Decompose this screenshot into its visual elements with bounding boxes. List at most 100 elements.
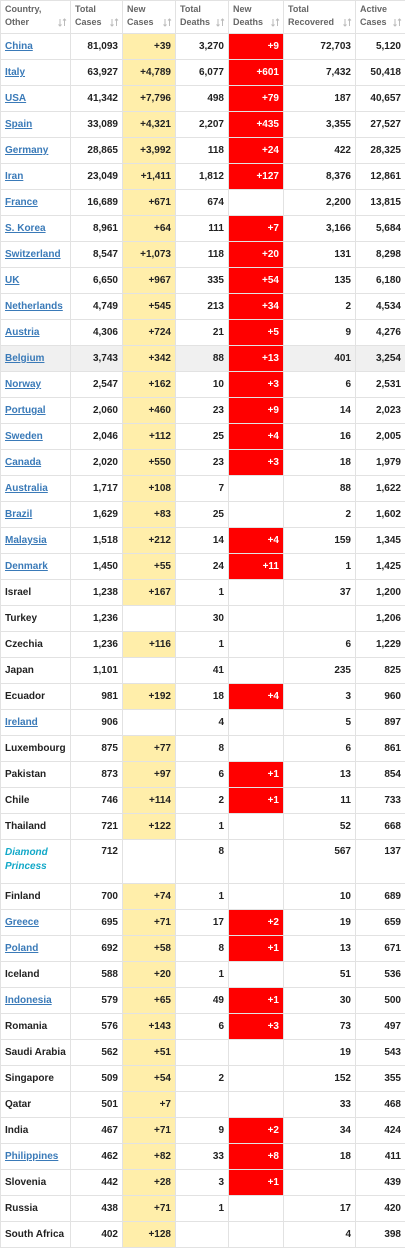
column-header-text: Total Cases — [75, 4, 102, 27]
sort-icon[interactable] — [216, 18, 225, 27]
country-cell[interactable]: Indonesia — [1, 988, 71, 1014]
total-recovered-cell — [284, 1170, 356, 1196]
total-deaths-cell: 3 — [176, 1170, 229, 1196]
country-cell[interactable]: Sweden — [1, 424, 71, 450]
column-header-text: Country, Other — [5, 4, 41, 27]
active-cases-cell: 1,602 — [356, 502, 405, 528]
total-cases-cell: 1,629 — [71, 502, 123, 528]
country-cell[interactable]: China — [1, 34, 71, 60]
new-deaths-cell — [229, 1040, 284, 1066]
total-deaths-cell: 41 — [176, 658, 229, 684]
country-cell[interactable]: Portugal — [1, 398, 71, 424]
active-cases-cell: 500 — [356, 988, 405, 1014]
total-deaths-cell: 118 — [176, 138, 229, 164]
country-cell[interactable]: Italy — [1, 60, 71, 86]
sort-icon[interactable] — [343, 18, 352, 27]
active-cases-cell: 27,527 — [356, 112, 405, 138]
column-header-text: Active Cases — [360, 4, 387, 27]
total-recovered-cell — [284, 606, 356, 632]
new-deaths-cell — [229, 190, 284, 216]
new-deaths-cell — [229, 476, 284, 502]
total-cases-cell: 6,650 — [71, 268, 123, 294]
country-cell[interactable]: Malaysia — [1, 528, 71, 554]
country-cell[interactable]: Netherlands — [1, 294, 71, 320]
column-header[interactable]: Total Recovered — [284, 1, 356, 34]
total-deaths-cell: 17 — [176, 910, 229, 936]
column-header[interactable]: New Cases — [123, 1, 176, 34]
country-cell[interactable]: France — [1, 190, 71, 216]
country-cell[interactable]: Greece — [1, 910, 71, 936]
active-cases-cell: 960 — [356, 684, 405, 710]
country-cell[interactable]: S. Korea — [1, 216, 71, 242]
total-cases-cell: 501 — [71, 1092, 123, 1118]
country-cell: Japan — [1, 658, 71, 684]
total-recovered-cell: 6 — [284, 632, 356, 658]
column-header-text: New Deaths — [233, 4, 263, 27]
total-recovered-cell: 235 — [284, 658, 356, 684]
total-cases-cell: 692 — [71, 936, 123, 962]
total-recovered-cell: 13 — [284, 936, 356, 962]
new-cases-cell: +82 — [123, 1144, 176, 1170]
column-header[interactable]: Active Cases — [356, 1, 405, 34]
country-cell[interactable]: UK — [1, 268, 71, 294]
country-cell[interactable]: Denmark — [1, 554, 71, 580]
sort-icon[interactable] — [110, 18, 119, 27]
country-cell: Israel — [1, 580, 71, 606]
new-cases-cell: +128 — [123, 1222, 176, 1248]
total-recovered-cell: 88 — [284, 476, 356, 502]
new-cases-cell: +342 — [123, 346, 176, 372]
total-deaths-cell: 118 — [176, 242, 229, 268]
country-cell[interactable]: Spain — [1, 112, 71, 138]
total-deaths-cell: 4 — [176, 710, 229, 736]
total-cases-cell: 873 — [71, 762, 123, 788]
new-deaths-cell: +1 — [229, 936, 284, 962]
column-header[interactable]: Total Deaths — [176, 1, 229, 34]
new-cases-cell: +114 — [123, 788, 176, 814]
new-deaths-cell — [229, 710, 284, 736]
country-cell[interactable]: USA — [1, 86, 71, 112]
country-cell[interactable]: Belgium — [1, 346, 71, 372]
country-cell[interactable]: Poland — [1, 936, 71, 962]
country-cell: Ecuador — [1, 684, 71, 710]
country-cell[interactable]: Switzerland — [1, 242, 71, 268]
country-cell[interactable]: Ireland — [1, 710, 71, 736]
new-cases-cell: +122 — [123, 814, 176, 840]
column-header[interactable]: Country, Other — [1, 1, 71, 34]
new-deaths-cell: +4 — [229, 684, 284, 710]
country-cell[interactable]: Diamond Princess — [1, 840, 71, 884]
column-header[interactable]: New Deaths — [229, 1, 284, 34]
total-deaths-cell: 23 — [176, 398, 229, 424]
country-cell[interactable]: Norway — [1, 372, 71, 398]
total-recovered-cell: 72,703 — [284, 34, 356, 60]
country-cell[interactable]: Germany — [1, 138, 71, 164]
total-recovered-cell: 3 — [284, 684, 356, 710]
country-cell[interactable]: Brazil — [1, 502, 71, 528]
total-cases-cell: 576 — [71, 1014, 123, 1040]
total-recovered-cell: 10 — [284, 884, 356, 910]
total-deaths-cell: 1,812 — [176, 164, 229, 190]
active-cases-cell: 671 — [356, 936, 405, 962]
sort-icon[interactable] — [163, 18, 172, 27]
total-cases-cell: 1,238 — [71, 580, 123, 606]
country-cell[interactable]: Iran — [1, 164, 71, 190]
sort-icon[interactable] — [271, 18, 280, 27]
new-cases-cell: +51 — [123, 1040, 176, 1066]
country-cell[interactable]: Canada — [1, 450, 71, 476]
new-deaths-cell — [229, 1092, 284, 1118]
new-cases-cell: +116 — [123, 632, 176, 658]
country-cell[interactable]: Austria — [1, 320, 71, 346]
total-deaths-cell: 2 — [176, 1066, 229, 1092]
column-header[interactable]: Total Cases — [71, 1, 123, 34]
new-cases-cell — [123, 710, 176, 736]
sort-icon[interactable] — [58, 18, 67, 27]
country-cell[interactable]: Philippines — [1, 1144, 71, 1170]
sort-icon[interactable] — [393, 18, 402, 27]
country-cell[interactable]: Australia — [1, 476, 71, 502]
